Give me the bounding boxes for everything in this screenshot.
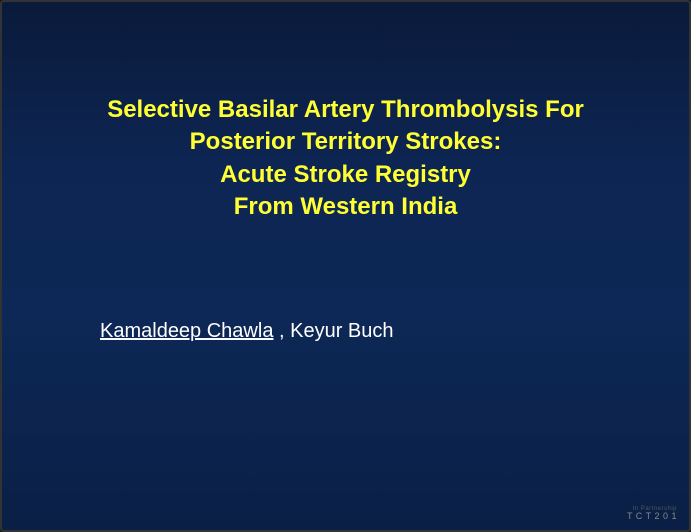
title-line-4: From Western India	[62, 191, 629, 223]
title-line-3: Acute Stroke Registry	[62, 159, 629, 191]
footer-logo: In Partnership T C T 2 0 1	[627, 506, 677, 522]
title-line-1: Selective Basilar Artery Thrombolysis Fo…	[62, 94, 629, 126]
title-line-2: Posterior Territory Strokes:	[62, 126, 629, 158]
title-block: Selective Basilar Artery Thrombolysis Fo…	[2, 94, 689, 224]
slide-frame: Selective Basilar Artery Thrombolysis Fo…	[0, 0, 691, 532]
author-separator: ,	[273, 320, 290, 342]
author-presenter: Kamaldeep Chawla	[100, 320, 273, 342]
authors-block: Kamaldeep Chawla , Keyur Buch	[100, 320, 394, 343]
author-second: Keyur Buch	[290, 320, 393, 342]
footer-brand: T C T 2 0 1	[627, 512, 677, 522]
